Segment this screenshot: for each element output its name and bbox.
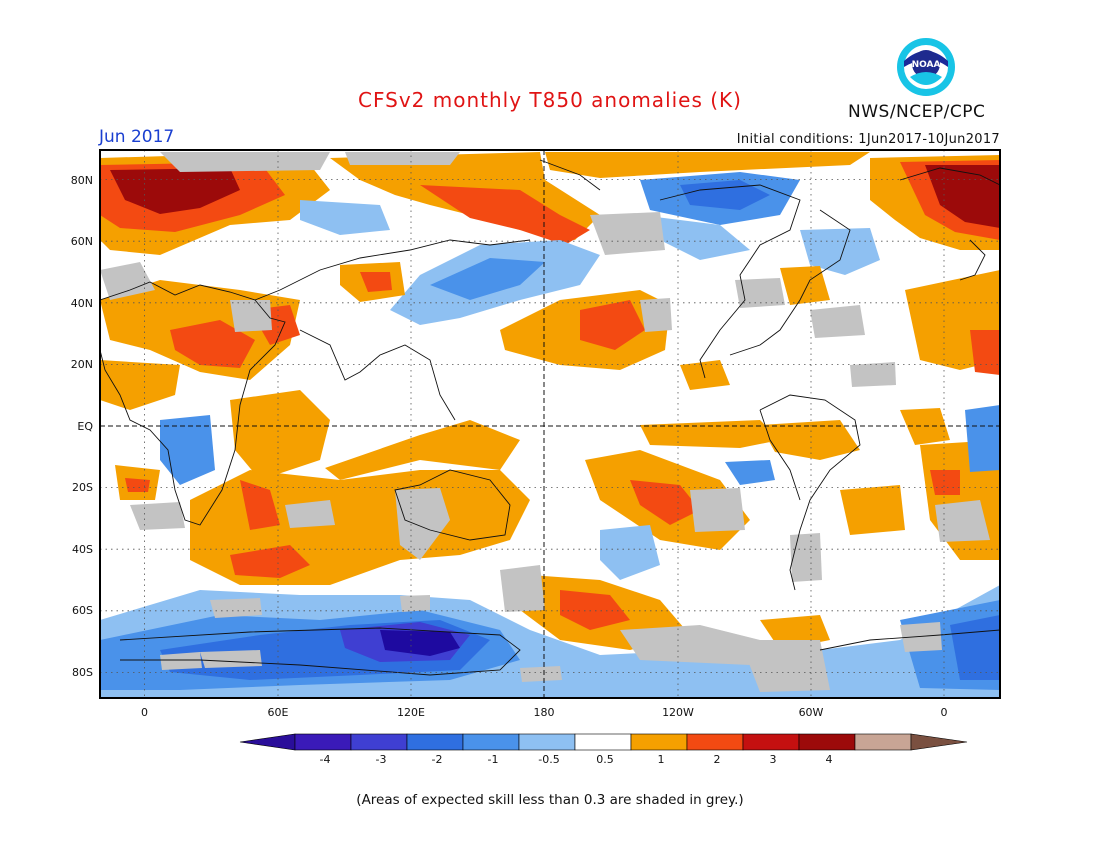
svg-text:NOAA: NOAA <box>912 60 941 70</box>
lat-label: 40S <box>72 543 93 556</box>
graticule <box>100 150 1000 698</box>
lat-label: EQ <box>77 420 93 433</box>
lon-label: 60E <box>268 706 289 719</box>
map-frame <box>99 149 1001 699</box>
lat-label: 20S <box>72 481 93 494</box>
coastlines <box>100 159 1000 676</box>
forecast-month: Jun 2017 <box>99 127 175 147</box>
lat-label: 60N <box>71 235 93 248</box>
lon-label: 180 <box>534 706 555 719</box>
lat-labels: 80N 60N 40N 20N EQ 20S 40S 60S 80S <box>71 174 94 679</box>
lon-label: 60W <box>799 706 824 719</box>
lon-label: 0 <box>141 706 148 719</box>
lon-label: 120E <box>397 706 425 719</box>
anomaly-fields <box>100 152 1000 698</box>
lat-label: 80N <box>71 174 93 187</box>
lat-label: 80S <box>72 666 93 679</box>
map-title: CFSv2 monthly T850 anomalies (K) <box>358 88 742 112</box>
agency-label: NWS/NCEP/CPC <box>848 102 986 122</box>
noaa-logo: NOAA <box>897 38 955 96</box>
center-lines <box>100 150 1000 698</box>
initial-conditions: Initial conditions: 1Jun2017-10Jun2017 <box>736 132 1000 147</box>
lat-label: 20N <box>71 358 93 371</box>
lon-label: 120W <box>662 706 694 719</box>
lon-label: 0 <box>941 706 948 719</box>
lon-labels: 0 60E 120E 180 120W 60W 0 <box>141 706 948 719</box>
lat-label: 40N <box>71 297 93 310</box>
skill-footnote: (Areas of expected skill less than 0.3 a… <box>356 792 744 808</box>
lat-label: 60S <box>72 604 93 617</box>
